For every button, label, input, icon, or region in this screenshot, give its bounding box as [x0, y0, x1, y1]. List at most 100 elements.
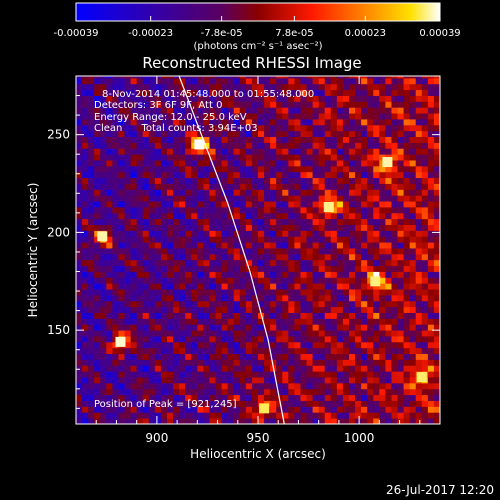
heatmap-cell	[282, 201, 289, 208]
heatmap-cell	[367, 124, 374, 132]
heatmap-cell	[349, 412, 356, 419]
heatmap-cell	[355, 336, 362, 343]
heatmap-cell	[282, 148, 289, 155]
heatmap-cell	[124, 218, 131, 225]
heatmap-cell	[179, 218, 186, 225]
heatmap-cell	[173, 353, 180, 360]
heatmap-cell	[239, 101, 247, 108]
heatmap-cell	[136, 347, 144, 355]
heatmap-cell	[160, 113, 168, 120]
heatmap-cell	[276, 306, 283, 313]
heatmap-cell	[82, 271, 89, 278]
heatmap-cell	[318, 242, 326, 249]
heatmap-cell	[148, 148, 156, 155]
heatmap-cell	[142, 377, 150, 384]
heatmap-cell	[409, 406, 417, 413]
heatmap-cell	[136, 259, 144, 267]
heatmap-cell	[330, 76, 338, 79]
heatmap-cell	[276, 271, 283, 278]
heatmap-cell	[397, 388, 404, 396]
heatmap-cell	[215, 300, 222, 308]
heatmap-cell	[342, 89, 350, 96]
heatmap-cell	[264, 412, 271, 419]
heatmap-cell	[160, 406, 168, 413]
heatmap-cell	[167, 218, 174, 225]
heatmap-cell	[373, 230, 380, 237]
heatmap-cell	[355, 277, 362, 284]
heatmap-cell	[421, 412, 429, 419]
heatmap-cell	[94, 119, 101, 126]
heatmap-cell	[282, 107, 289, 114]
heatmap-cell	[130, 289, 138, 296]
heatmap-cell	[421, 165, 429, 173]
heatmap-cell	[148, 107, 156, 114]
heatmap-cell	[427, 289, 435, 296]
heatmap-cell	[258, 418, 265, 424]
heatmap-cell	[415, 365, 423, 372]
heatmap-cell	[203, 148, 210, 155]
heatmap-cell	[233, 154, 241, 161]
heatmap-cell	[209, 259, 216, 267]
heatmap-cell	[209, 165, 216, 173]
heatmap-cell	[88, 253, 95, 261]
heatmap-cell	[312, 160, 320, 167]
heatmap-cell	[282, 206, 289, 214]
heatmap-cell	[154, 306, 162, 313]
heatmap-cell	[367, 206, 374, 214]
heatmap-cell	[167, 294, 174, 302]
heatmap-cell	[270, 206, 277, 214]
heatmap-cell	[403, 306, 411, 313]
heatmap-cell	[245, 248, 253, 255]
heatmap-cell	[318, 89, 326, 96]
heatmap-cell	[160, 142, 168, 149]
heatmap-cell	[324, 224, 332, 231]
heatmap-cell	[421, 294, 429, 302]
heatmap-cell	[215, 189, 222, 196]
heatmap-cell	[367, 365, 374, 372]
heatmap-cell	[270, 382, 277, 390]
heatmap-cell	[421, 201, 429, 208]
heatmap-cell	[294, 306, 301, 313]
heatmap-cell	[245, 406, 253, 413]
heatmap-cell	[270, 259, 277, 267]
heatmap-cell	[233, 195, 241, 202]
heatmap-cell	[251, 353, 259, 360]
heatmap-cell	[373, 318, 380, 325]
heatmap-cell	[276, 312, 283, 319]
heatmap-cell	[403, 394, 411, 401]
heatmap-cell	[185, 377, 192, 384]
heatmap-cell	[324, 83, 332, 91]
heatmap-cell	[391, 394, 398, 401]
heatmap-cell	[421, 177, 429, 184]
heatmap-cell	[421, 289, 429, 296]
heatmap-cell	[179, 107, 186, 114]
heatmap-cell	[227, 318, 235, 325]
heatmap-cell	[148, 312, 156, 319]
heatmap-cell	[379, 365, 386, 372]
heatmap-cell	[282, 130, 289, 138]
heatmap-cell	[179, 324, 186, 331]
heatmap-cell	[251, 294, 259, 302]
heatmap-cell	[330, 330, 338, 337]
heatmap-cell	[227, 394, 235, 401]
heatmap-cell	[233, 365, 241, 372]
heatmap-cell	[288, 353, 295, 360]
heatmap-cell	[203, 195, 210, 202]
heatmap-cell	[415, 341, 423, 349]
heatmap-cell	[294, 365, 301, 372]
colorbar-tick-label: 0.00039	[419, 28, 460, 39]
heatmap-cell	[185, 324, 192, 331]
heatmap-cell	[415, 289, 423, 296]
heatmap-cell	[427, 83, 435, 91]
heatmap-cell	[118, 300, 125, 308]
heatmap-cell	[367, 253, 374, 261]
heatmap-cell	[239, 289, 247, 296]
heatmap-cell	[191, 206, 198, 214]
colorbar-tick-label: -0.00039	[54, 28, 99, 39]
heatmap-cell	[415, 212, 423, 220]
heatmap-cell	[94, 418, 101, 424]
heatmap-cell	[112, 89, 119, 96]
heatmap-cell	[160, 365, 168, 372]
heatmap-cell	[342, 306, 350, 313]
heatmap-cell	[209, 101, 216, 108]
